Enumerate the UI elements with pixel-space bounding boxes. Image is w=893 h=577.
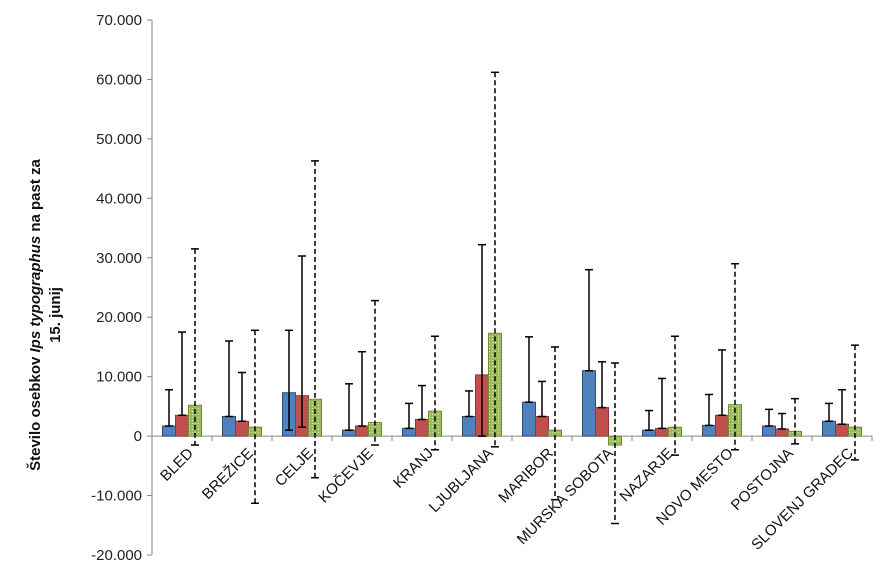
bar: [715, 414, 729, 437]
y-axis-label: Število osebkov Ips typographus na past …: [26, 158, 64, 470]
bar: [235, 420, 249, 437]
error-bars: [165, 71, 859, 525]
axes: -20.000 -10.000 0 10.000 20.000 30.000 40.000 5…: [91, 12, 873, 564]
y-axis-title-line1: Število osebkov Ips typographus na past …: [26, 158, 44, 470]
category-label: SLOVENJ GRADEC: [748, 445, 857, 554]
bar: [342, 429, 356, 437]
category-label: CELJE: [272, 445, 317, 490]
category-label: BLED: [157, 445, 197, 485]
category-label: LJUBLJANA: [426, 445, 497, 516]
y-tick-label: -10.000: [91, 488, 142, 505]
y-axis-title-suffix: na past za: [27, 158, 44, 235]
bars: [162, 332, 862, 446]
y-tick-label: 40.000: [96, 190, 142, 207]
bar: [535, 415, 549, 437]
y-tick-label: 60.000: [96, 71, 142, 88]
category-label: BREŽICE: [199, 445, 257, 503]
y-axis-title-line2: 15. junij: [47, 287, 64, 343]
bar: [415, 418, 429, 437]
y-tick-label: 30.000: [96, 250, 142, 267]
category-label: KRANJ: [390, 445, 437, 492]
bar: [762, 425, 776, 437]
category-label: MARIBOR: [495, 445, 557, 507]
y-tick-label: 50.000: [96, 131, 142, 148]
bar: [522, 401, 536, 437]
y-axis-title-species: Ips typographus: [27, 236, 44, 353]
y-tick-label: 20.000: [96, 309, 142, 326]
bar: [835, 423, 849, 437]
y-axis-title: Število osebkov Ips typographus na past …: [26, 158, 64, 470]
bar: [595, 407, 609, 437]
category-label: KOČEVJE: [315, 445, 377, 507]
bar: [642, 429, 656, 437]
category-label: NAZARJE: [616, 445, 676, 505]
bar: [822, 420, 836, 437]
bar: [462, 415, 476, 437]
bar: [655, 427, 669, 437]
y-tick-label: -20.000: [91, 547, 142, 564]
y-tick-label: 70.000: [96, 12, 142, 29]
bar: [222, 415, 236, 437]
bar: [775, 428, 789, 437]
bar: [175, 414, 189, 437]
bar: [402, 427, 416, 437]
bar: [582, 370, 596, 437]
y-tick-label: 0: [134, 428, 142, 445]
bar: [162, 425, 176, 437]
y-tick-label: 10.000: [96, 369, 142, 386]
bar: [355, 425, 369, 437]
y-axis-title-prefix: Število osebkov: [26, 353, 44, 471]
bar: [702, 424, 716, 437]
